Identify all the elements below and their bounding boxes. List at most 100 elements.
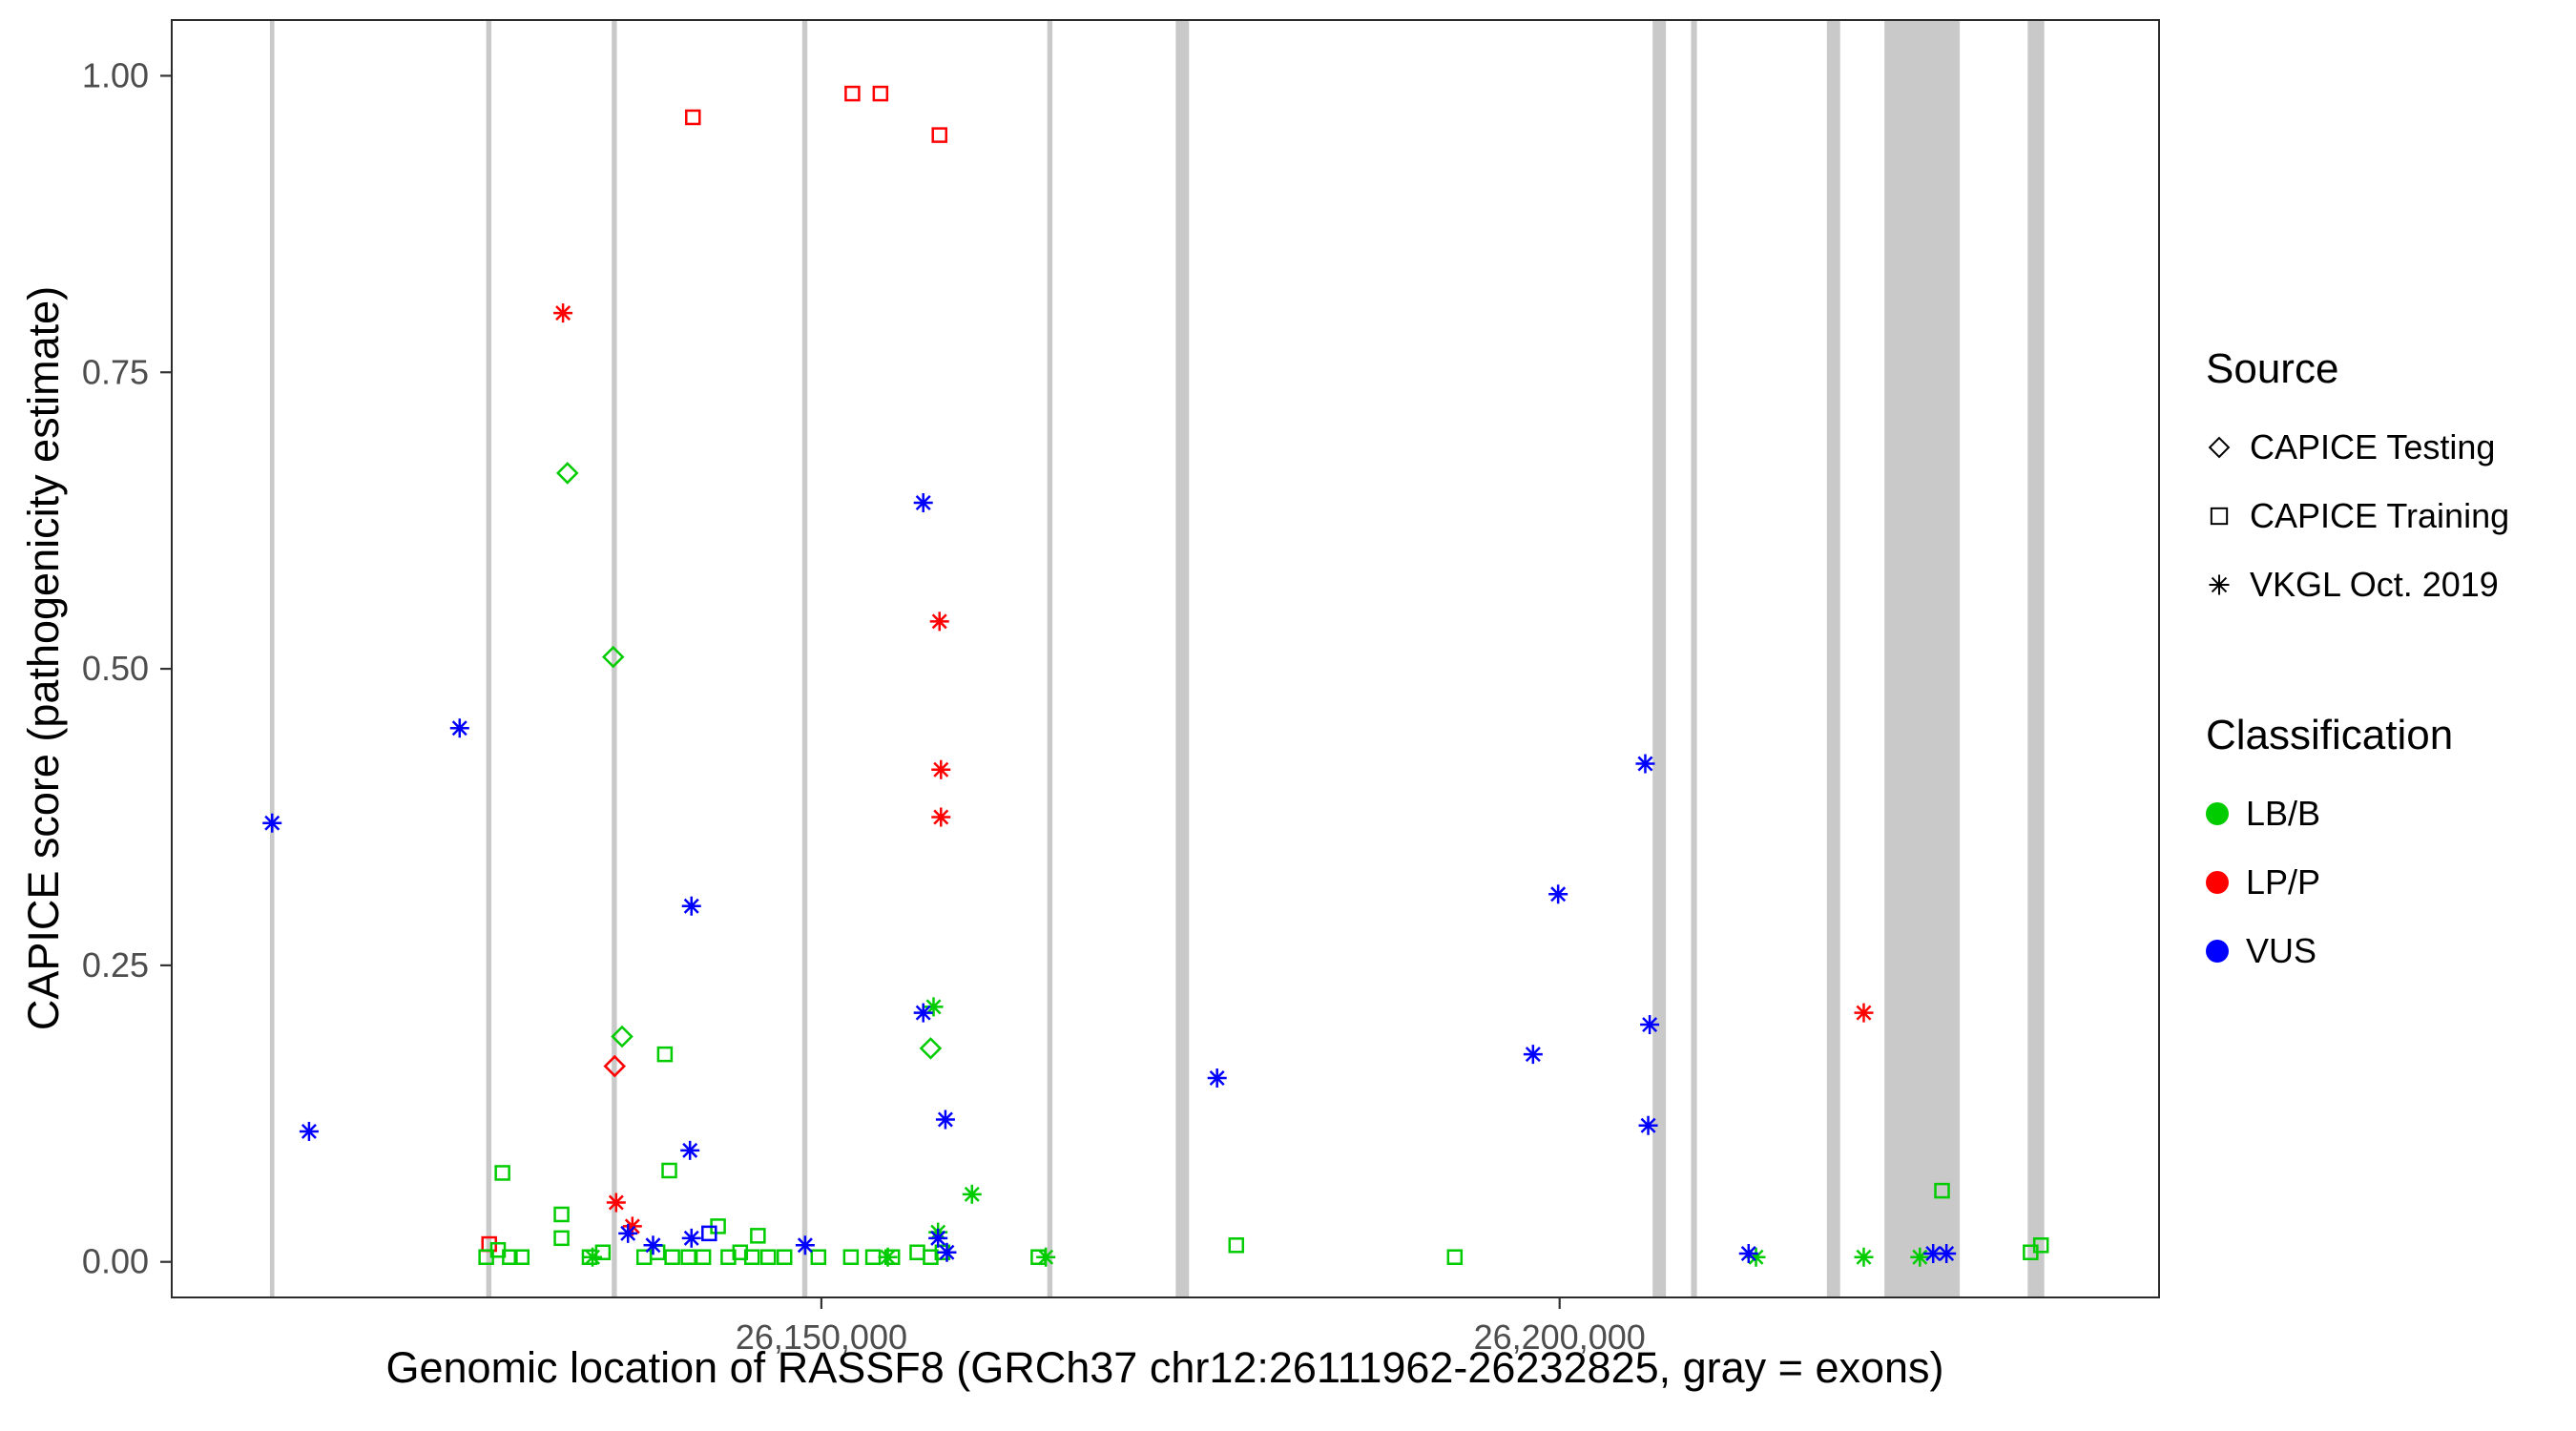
data-point [1937, 1243, 1957, 1263]
legend-classification-title: Classification [2206, 712, 2454, 758]
data-point [494, 1165, 510, 1181]
lpp-color-dot [2206, 871, 2229, 894]
data-point [583, 1247, 603, 1267]
data-point [928, 1228, 948, 1248]
data-point [923, 1249, 939, 1265]
data-point [701, 1225, 717, 1242]
data-point [931, 127, 947, 143]
exon-band [2027, 20, 2045, 1297]
legend-classification-label: LP/P [2246, 862, 2321, 902]
data-point [931, 759, 951, 779]
data-point [872, 85, 889, 102]
data-point [1854, 1247, 1874, 1267]
exon-band [1175, 20, 1190, 1297]
data-point [449, 718, 469, 738]
data-point [759, 1249, 777, 1265]
data-point [643, 1235, 663, 1255]
data-point [1228, 1237, 1245, 1254]
data-point [909, 1244, 925, 1261]
data-point [635, 1249, 653, 1265]
y-tick-label: 0.50 [82, 649, 149, 688]
data-point [299, 1121, 319, 1141]
data-point [695, 1249, 712, 1265]
data-point [553, 1206, 570, 1223]
legend-classification-label: VUS [2246, 931, 2317, 970]
data-point [732, 1244, 749, 1261]
y-tick-label: 0.75 [82, 352, 149, 391]
data-point [555, 462, 579, 485]
data-point [611, 1025, 634, 1048]
data-point [776, 1249, 793, 1265]
vus-color-dot [2206, 940, 2229, 963]
data-point [1640, 1015, 1660, 1035]
exon-band [486, 20, 492, 1297]
x-axis-title: Genomic location of RASSF8 (GRCh37 chr12… [385, 1343, 1944, 1392]
data-point [720, 1249, 737, 1265]
data-point [924, 997, 944, 1017]
y-tick-label: 0.00 [82, 1242, 149, 1281]
data-point [2032, 1237, 2049, 1254]
y-tick-label: 1.00 [82, 55, 149, 94]
legend-source-label: VKGL Oct. 2019 [2250, 565, 2499, 604]
data-point [656, 1046, 674, 1063]
x-tick-label: 26,200,000 [1474, 1317, 1646, 1357]
data-point [1207, 1068, 1227, 1088]
data-point [513, 1249, 530, 1265]
legend-classification-block: Classification LB/B LP/P VUS [2206, 712, 2509, 1000]
data-point [1523, 1045, 1543, 1065]
data-point [1910, 1247, 1930, 1267]
data-point [844, 85, 861, 102]
data-point [680, 1140, 700, 1160]
exon-band [1047, 20, 1053, 1297]
data-point [1635, 754, 1655, 774]
data-point [603, 1054, 627, 1078]
legend: Source CAPICE Testing CAPICE Training [2206, 345, 2509, 1000]
data-point [661, 1162, 677, 1179]
panel-border [171, 19, 2160, 1298]
data-point [913, 1003, 933, 1023]
y-axis-title: CAPICE score (pathogenicity estimate) [19, 285, 68, 1031]
exon-band [1652, 20, 1667, 1297]
data-point [606, 1192, 626, 1213]
legend-item-vus: VUS [2206, 931, 2509, 971]
legend-item-lbb: LB/B [2206, 794, 2509, 834]
data-point [680, 1249, 696, 1265]
data-point [262, 813, 282, 833]
data-point [681, 896, 701, 916]
exon-band [801, 20, 808, 1297]
exon-band [1691, 20, 1697, 1297]
legend-item-capice-training: CAPICE Training [2206, 496, 2509, 536]
diamond-icon [2208, 436, 2231, 459]
data-point [919, 1037, 943, 1060]
data-point [1854, 1003, 1874, 1023]
exon-band [1826, 20, 1840, 1297]
data-point [618, 1223, 638, 1243]
data-point [878, 1247, 898, 1267]
data-point [913, 493, 933, 513]
exon-band [269, 20, 275, 1297]
data-point [937, 1242, 957, 1262]
legend-source-label: CAPICE Training [2250, 496, 2510, 535]
data-point [664, 1249, 680, 1265]
exon-band [1884, 20, 1961, 1297]
data-point [931, 807, 951, 827]
legend-source-block: Source CAPICE Testing CAPICE Training [2206, 345, 2509, 633]
square-icon [2210, 507, 2229, 526]
lbb-color-dot [2206, 802, 2229, 825]
data-point [929, 612, 949, 632]
data-point [1738, 1243, 1758, 1263]
data-point [1036, 1247, 1056, 1267]
legend-item-capice-testing: CAPICE Testing [2206, 427, 2509, 467]
asterisk-icon [2209, 574, 2230, 595]
data-point [1446, 1249, 1464, 1265]
data-point [681, 1228, 701, 1248]
data-point [743, 1249, 760, 1265]
legend-source-title: Source [2206, 345, 2339, 392]
data-point [553, 303, 573, 323]
legend-classification-label: LB/B [2246, 794, 2321, 833]
data-point [1934, 1182, 1950, 1199]
data-point [962, 1184, 982, 1204]
legend-item-lpp: LP/P [2206, 862, 2509, 902]
